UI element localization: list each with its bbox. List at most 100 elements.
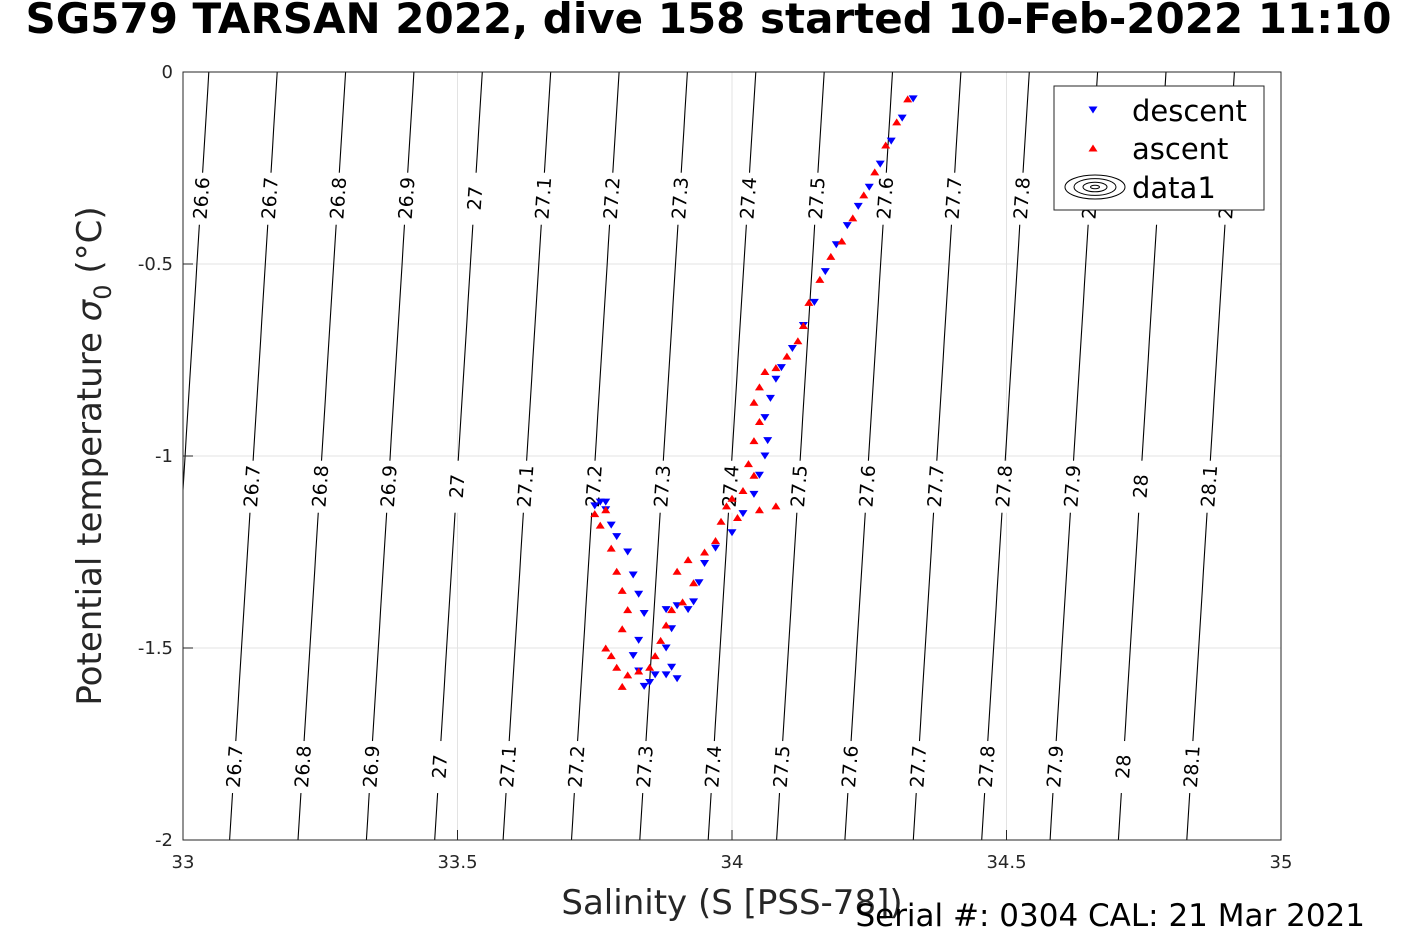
ascent-point [700, 548, 710, 556]
ascent-point [601, 506, 611, 514]
ascent-point [870, 168, 880, 176]
isopycnal-label-bg [701, 741, 724, 794]
ascent-point [678, 598, 688, 606]
isopycnal-label: 27.5 [770, 745, 795, 789]
descent-point [776, 364, 786, 372]
descent-point [727, 529, 737, 537]
isopycnal-label: 27.1 [514, 464, 539, 508]
ascent-point [754, 383, 764, 391]
descent-point [683, 606, 693, 614]
isopycnal-label: 26.9 [377, 464, 402, 508]
isopycnal-label: 27.8 [1010, 176, 1035, 220]
y-tick-label: -2 [155, 830, 173, 851]
isopycnal-label: 26.9 [395, 176, 420, 220]
descent-point [628, 652, 638, 660]
isopycnal-label: 27.6 [855, 464, 880, 508]
isopycnal-label: 26.8 [291, 745, 316, 789]
descent-point [711, 544, 721, 552]
x-axis-label: Salinity (S [PSS-78]) [561, 883, 902, 923]
y-tick-label: -1.5 [138, 638, 173, 659]
descent-point [763, 437, 773, 445]
legend-entry-data1: data1 [1132, 171, 1216, 205]
isopycnal-label-bg [600, 172, 623, 225]
ascent-point [667, 606, 677, 614]
isopycnal-label-bg [1043, 741, 1066, 794]
ascent-point [892, 118, 902, 126]
isopycnal-label-bg [1180, 741, 1203, 794]
legend-contour-icon [1082, 181, 1108, 193]
legend-contour-icon [1073, 178, 1117, 196]
isopycnal-label-bg [975, 741, 998, 794]
descent-point [700, 560, 710, 568]
isopycnal-label-bg [291, 741, 314, 794]
descent-point [842, 222, 852, 230]
isopycnal-label: 27.4 [701, 745, 726, 789]
ascent-point [606, 544, 616, 552]
descent-point [689, 598, 699, 606]
isopycnal-label-bg [240, 460, 263, 513]
ascent-point [612, 567, 622, 575]
isopycnal-label-bg [719, 460, 742, 513]
ascent-point [881, 141, 891, 149]
ascent-point [782, 352, 792, 360]
isopycnal-label: 27.8 [975, 745, 1000, 789]
ascent-point [656, 636, 666, 644]
descent-point [645, 679, 655, 687]
descent-point [864, 183, 874, 191]
descent-point [771, 375, 781, 383]
descent-point [661, 644, 671, 652]
ascent-point [716, 517, 726, 525]
isopycnal-label: 27.5 [805, 176, 830, 220]
isopycnal-label: 26.9 [359, 745, 384, 789]
descent-point [606, 521, 616, 529]
ascent-point [754, 417, 764, 425]
descent-point [601, 498, 611, 506]
ascent-point [634, 667, 644, 675]
data-points [590, 95, 918, 690]
ascent-point [617, 625, 627, 633]
isopycnal-label-bg [428, 741, 451, 794]
x-tick-label: 34 [721, 852, 744, 873]
descent-point [908, 95, 918, 103]
isopycnal-label: 27.9 [1060, 464, 1085, 508]
isopycnal-label-bg [633, 741, 656, 794]
descent-point [634, 590, 644, 598]
isopycnal-label: 27.2 [582, 464, 607, 508]
descent-point [760, 414, 770, 422]
isopycnal-label: 27.9 [1043, 745, 1068, 789]
ascent-point [749, 398, 759, 406]
isopycnal-label: 27.4 [736, 176, 761, 220]
legend-contour-icon [1090, 184, 1100, 190]
isopycnal-label-bg [377, 460, 400, 513]
ascent-point [837, 237, 847, 245]
descent-point [694, 579, 704, 587]
legend-entry-ascent: ascent [1132, 132, 1228, 166]
x-tick-label: 33 [172, 852, 195, 873]
descent-point [754, 471, 764, 479]
descent-point [628, 571, 638, 579]
isopycnal-label-bg [359, 741, 382, 794]
ascent-point [650, 652, 660, 660]
isopycnal-label-bg [308, 460, 331, 513]
legend-ascent-marker [1088, 144, 1098, 152]
ascent-point [645, 663, 655, 671]
ascent-point [672, 567, 682, 575]
isopycnal-label: 27.2 [600, 176, 625, 220]
descent-point [661, 671, 671, 679]
legend-contour-icon [1064, 174, 1126, 200]
ascent-point [815, 275, 825, 283]
ascent-point [754, 506, 764, 514]
isopycnal-label: 27.1 [531, 176, 556, 220]
isopycnal-label-bg [924, 460, 947, 513]
isopycnal-label-bg [1129, 460, 1152, 513]
descent-point [820, 268, 830, 276]
chart-title: SG579 TARSAN 2022, dive 158 started 10-F… [25, 0, 1392, 43]
isopycnal-label-bg [1197, 460, 1220, 513]
y-tick-label: -1 [155, 446, 173, 467]
isopycnal-label: 26.7 [240, 464, 265, 508]
ascent-point [826, 252, 836, 260]
isopycnal-label-bg [873, 172, 896, 225]
ascent-point [771, 502, 781, 510]
isopycnal-label-bg [992, 460, 1015, 513]
isopycnal-label-bg [1060, 460, 1083, 513]
